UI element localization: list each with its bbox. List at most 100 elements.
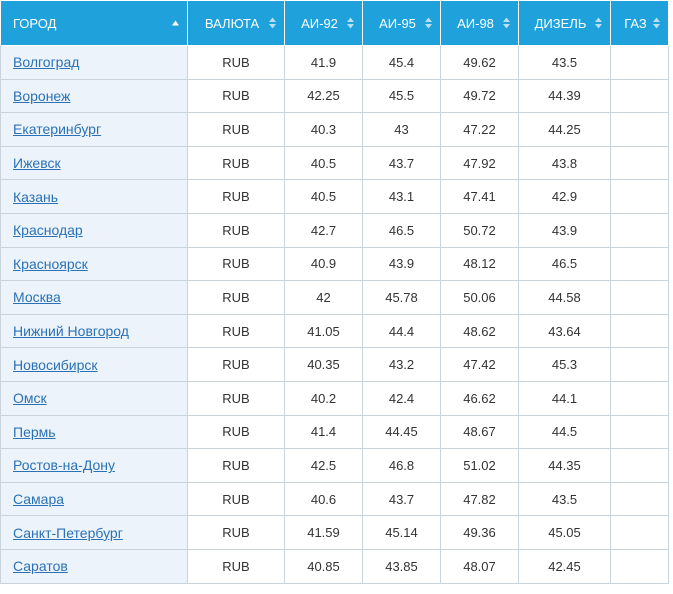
sort-both-icon xyxy=(347,17,354,29)
cell-diesel: 44.25 xyxy=(518,112,611,147)
column-header-ai98[interactable]: АИ-98 xyxy=(440,0,519,46)
sort-ascending-icon xyxy=(172,20,179,26)
city-link[interactable]: Омск xyxy=(13,390,47,407)
cell-ai98: 49.72 xyxy=(440,78,519,114)
cell-city: Саратов xyxy=(0,548,188,584)
column-header-gas[interactable]: ГАЗ xyxy=(610,0,669,46)
column-header-label: АИ-95 xyxy=(379,15,416,31)
cell-ai92: 42.5 xyxy=(284,448,363,483)
column-header-city[interactable]: ГОРОД xyxy=(0,0,188,46)
cell-gas xyxy=(610,212,669,248)
cell-ai98: 47.41 xyxy=(440,179,519,214)
cell-diesel: 44.58 xyxy=(518,280,611,315)
city-link[interactable]: Казань xyxy=(13,188,59,205)
cell-ai98: 47.92 xyxy=(440,145,519,181)
column-header-ai92[interactable]: АИ-92 xyxy=(284,0,363,46)
cell-ai95: 43.7 xyxy=(362,145,441,181)
cell-currency: RUB xyxy=(187,448,285,483)
cell-ai95: 42.4 xyxy=(362,380,441,416)
cell-currency: RUB xyxy=(187,179,285,214)
cell-ai95: 43.85 xyxy=(362,548,441,584)
cell-city: Самара xyxy=(0,481,188,517)
cell-ai92: 40.6 xyxy=(284,481,363,517)
cell-ai98: 49.62 xyxy=(440,45,519,80)
cell-ai98: 48.12 xyxy=(440,246,519,282)
cell-currency: RUB xyxy=(187,78,285,114)
cell-currency: RUB xyxy=(187,414,285,450)
city-link[interactable]: Пермь xyxy=(13,423,56,440)
cell-diesel: 43.8 xyxy=(518,145,611,181)
city-link[interactable]: Воронеж xyxy=(13,87,71,104)
sort-both-icon xyxy=(653,17,660,29)
cell-ai92: 41.05 xyxy=(284,313,363,349)
city-link[interactable]: Краснодар xyxy=(13,222,83,239)
cell-ai98: 48.67 xyxy=(440,414,519,450)
cell-diesel: 44.35 xyxy=(518,448,611,483)
cell-city: Казань xyxy=(0,179,188,214)
cell-ai95: 46.8 xyxy=(362,448,441,483)
city-link[interactable]: Ижевск xyxy=(13,155,61,172)
table-row: Нижний Новгород RUB 41.05 44.4 48.62 43.64 xyxy=(0,313,669,349)
column-header-label: АИ-98 xyxy=(457,15,494,31)
city-link[interactable]: Самара xyxy=(13,491,65,508)
cell-ai98: 47.42 xyxy=(440,347,519,382)
cell-ai92: 41.59 xyxy=(284,515,363,550)
cell-gas xyxy=(610,112,669,147)
column-header-ai95[interactable]: АИ-95 xyxy=(362,0,441,46)
cell-currency: RUB xyxy=(187,212,285,248)
cell-ai92: 40.3 xyxy=(284,112,363,147)
city-link[interactable]: Новосибирск xyxy=(13,356,98,373)
city-link[interactable]: Волгоград xyxy=(13,54,80,71)
city-link[interactable]: Красноярск xyxy=(13,255,88,272)
cell-city: Ижевск xyxy=(0,145,188,181)
city-link[interactable]: Москва xyxy=(13,289,61,306)
cell-gas xyxy=(610,414,669,450)
cell-diesel: 44.1 xyxy=(518,380,611,416)
table-row: Екатеринбург RUB 40.3 43 47.22 44.25 xyxy=(0,112,669,147)
city-link[interactable]: Санкт-Петербург xyxy=(13,524,123,541)
cell-city: Нижний Новгород xyxy=(0,313,188,349)
table-row: Волгоград RUB 41.9 45.4 49.62 43.5 xyxy=(0,45,669,80)
city-link[interactable]: Саратов xyxy=(13,558,68,575)
city-link[interactable]: Нижний Новгород xyxy=(13,323,129,340)
cell-gas xyxy=(610,515,669,550)
cell-gas xyxy=(610,481,669,517)
column-header-label: ДИЗЕЛЬ xyxy=(534,15,587,31)
cell-ai92: 42.25 xyxy=(284,78,363,114)
city-link[interactable]: Екатеринбург xyxy=(13,121,102,138)
cell-ai92: 41.9 xyxy=(284,45,363,80)
cell-ai92: 40.5 xyxy=(284,179,363,214)
sort-both-icon xyxy=(425,17,432,29)
table-row: Казань RUB 40.5 43.1 47.41 42.9 xyxy=(0,179,669,214)
cell-city: Пермь xyxy=(0,414,188,450)
cell-city: Ростов-на-Дону xyxy=(0,448,188,483)
cell-gas xyxy=(610,548,669,584)
cell-diesel: 45.3 xyxy=(518,347,611,382)
cell-ai95: 44.4 xyxy=(362,313,441,349)
cell-ai95: 46.5 xyxy=(362,212,441,248)
cell-city: Краснодар xyxy=(0,212,188,248)
city-link[interactable]: Ростов-на-Дону xyxy=(13,457,115,474)
column-header-label: ВАЛЮТА xyxy=(204,15,260,31)
cell-ai92: 40.9 xyxy=(284,246,363,282)
cell-ai95: 43.7 xyxy=(362,481,441,517)
cell-diesel: 43.5 xyxy=(518,45,611,80)
cell-city: Красноярск xyxy=(0,246,188,282)
column-header-diesel[interactable]: ДИЗЕЛЬ xyxy=(518,0,611,46)
cell-currency: RUB xyxy=(187,515,285,550)
cell-ai98: 48.62 xyxy=(440,313,519,349)
cell-diesel: 46.5 xyxy=(518,246,611,282)
sort-both-icon xyxy=(503,17,510,29)
column-header-currency[interactable]: ВАЛЮТА xyxy=(187,0,285,46)
cell-gas xyxy=(610,45,669,80)
cell-ai92: 41.4 xyxy=(284,414,363,450)
cell-ai95: 45.4 xyxy=(362,45,441,80)
table-row: Санкт-Петербург RUB 41.59 45.14 49.36 45.05 xyxy=(0,515,669,550)
cell-currency: RUB xyxy=(187,380,285,416)
cell-gas xyxy=(610,347,669,382)
cell-currency: RUB xyxy=(187,313,285,349)
cell-ai95: 43.2 xyxy=(362,347,441,382)
sort-both-icon xyxy=(269,17,276,29)
table-row: Ижевск RUB 40.5 43.7 47.92 43.8 xyxy=(0,145,669,181)
cell-diesel: 42.45 xyxy=(518,548,611,584)
